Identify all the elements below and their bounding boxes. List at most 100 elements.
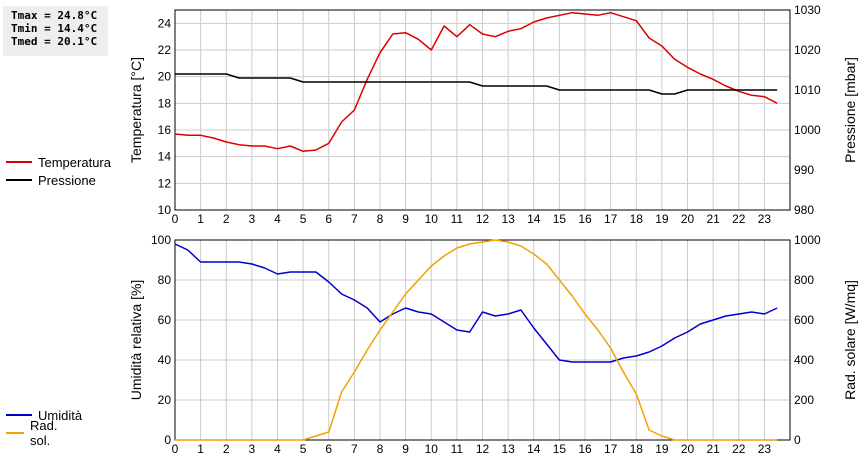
y-tick-label-top: 10 <box>158 203 172 217</box>
x-tick-label-top: 14 <box>527 212 541 226</box>
x-tick-label-top: 0 <box>172 212 179 226</box>
x-tick-label-bottom: 13 <box>501 442 515 456</box>
x-tick-label-top: 20 <box>681 212 695 226</box>
x-tick-label-bottom: 0 <box>172 442 179 456</box>
legend-item-pressure: Pressione <box>6 171 111 189</box>
y-tick-label-top: 20 <box>158 70 172 84</box>
x-tick-label-top: 10 <box>425 212 439 226</box>
y2-tick-label-bottom: 0 <box>794 433 801 447</box>
y2-tick-label-top: 990 <box>794 163 814 177</box>
x-tick-label-bottom: 23 <box>758 442 772 456</box>
x-tick-label-bottom: 5 <box>300 442 307 456</box>
x-tick-label-top: 15 <box>553 212 567 226</box>
x-tick-label-bottom: 9 <box>402 442 409 456</box>
x-tick-label-bottom: 3 <box>249 442 256 456</box>
x-tick-label-top: 2 <box>223 212 230 226</box>
x-tick-label-top: 22 <box>732 212 746 226</box>
y2-tick-label-top: 1010 <box>794 83 821 97</box>
x-tick-label-bottom: 20 <box>681 442 695 456</box>
x-tick-label-top: 1 <box>197 212 204 226</box>
y2-axis-label-bottom: Rad. solare [W/mq] <box>842 280 858 400</box>
y2-tick-label-top: 1030 <box>794 3 821 17</box>
y-axis-label-bottom: Umidità relativa [%] <box>128 280 144 401</box>
series-line-temperatura <box>174 11 778 153</box>
x-tick-label-top: 5 <box>300 212 307 226</box>
x-tick-label-bottom: 6 <box>325 442 332 456</box>
y-tick-label-bottom: 0 <box>164 433 171 447</box>
x-tick-label-bottom: 16 <box>578 442 592 456</box>
x-tick-label-bottom: 19 <box>655 442 669 456</box>
y-tick-label-top: 14 <box>158 150 172 164</box>
x-tick-label-bottom: 18 <box>630 442 644 456</box>
y-tick-label-bottom: 20 <box>158 393 172 407</box>
x-tick-label-top: 16 <box>578 212 592 226</box>
legend-swatch-humidity <box>6 414 32 416</box>
y-tick-label-bottom: 100 <box>151 233 171 247</box>
tmax-text: Tmax = 24.8°C <box>11 9 98 22</box>
y2-tick-label-top: 980 <box>794 203 814 217</box>
x-tick-label-top: 17 <box>604 212 618 226</box>
x-tick-label-top: 12 <box>476 212 490 226</box>
legend-item-temperature: Temperatura <box>6 153 111 171</box>
plot-frame-top <box>174 9 791 211</box>
stats-box: Tmax = 24.8°C Tmin = 14.4°C Tmed = 20.1°… <box>3 6 108 56</box>
x-tick-label-top: 13 <box>501 212 515 226</box>
series-line-pressione <box>175 73 778 95</box>
tmed-text: Tmed = 20.1°C <box>11 35 98 48</box>
legend-label-temperature: Temperatura <box>38 154 111 170</box>
series-line-rad-sol <box>175 239 778 441</box>
y2-tick-label-bottom: 800 <box>794 273 814 287</box>
x-tick-label-bottom: 15 <box>553 442 567 456</box>
y-tick-label-top: 16 <box>158 123 172 137</box>
y2-tick-label-bottom: 600 <box>794 313 814 327</box>
series-line-umidit <box>174 243 778 363</box>
x-tick-label-top: 21 <box>706 212 720 226</box>
y-tick-label-bottom: 60 <box>158 313 172 327</box>
y2-axis-label-top: Pressione [mbar] <box>842 57 858 163</box>
x-tick-label-top: 18 <box>630 212 644 226</box>
legend-label-humidity: Umidità <box>38 407 83 423</box>
plot-frame-bottom <box>174 239 791 441</box>
y-tick-label-top: 18 <box>158 96 172 110</box>
x-tick-label-bottom: 22 <box>732 442 746 456</box>
y-axis-label-top: Temperatura [°C] <box>128 57 144 163</box>
legend-item-humidity: Umidità <box>6 406 82 424</box>
x-tick-label-bottom: 14 <box>527 442 541 456</box>
x-tick-label-top: 11 <box>451 212 464 226</box>
x-tick-label-top: 4 <box>274 212 281 226</box>
y2-tick-label-bottom: 1000 <box>794 233 821 247</box>
x-tick-label-bottom: 2 <box>223 442 230 456</box>
x-tick-label-top: 23 <box>758 212 772 226</box>
x-tick-label-bottom: 7 <box>351 442 358 456</box>
x-tick-label-top: 9 <box>402 212 409 226</box>
y2-tick-label-bottom: 400 <box>794 353 814 367</box>
x-tick-label-bottom: 10 <box>425 442 439 456</box>
legend-top: Temperatura Pressione <box>6 153 111 189</box>
x-tick-label-bottom: 4 <box>274 442 281 456</box>
tmin-text: Tmin = 14.4°C <box>11 22 98 35</box>
legend-swatch-temperature <box>6 161 32 163</box>
legend-swatch-radiation <box>6 432 24 434</box>
y2-tick-label-bottom: 200 <box>794 393 814 407</box>
x-tick-label-bottom: 21 <box>706 442 720 456</box>
x-tick-label-bottom: 17 <box>604 442 618 456</box>
x-tick-label-top: 19 <box>655 212 669 226</box>
legend-swatch-pressure <box>6 179 32 181</box>
y-tick-label-top: 24 <box>158 16 172 30</box>
x-tick-label-top: 3 <box>249 212 256 226</box>
x-tick-label-bottom: 11 <box>451 442 464 456</box>
x-tick-label-bottom: 12 <box>476 442 490 456</box>
x-tick-label-top: 8 <box>377 212 384 226</box>
x-tick-label-top: 6 <box>325 212 332 226</box>
x-tick-label-top: 7 <box>351 212 358 226</box>
y-tick-label-top: 22 <box>158 43 172 57</box>
y2-tick-label-top: 1020 <box>794 43 821 57</box>
y-tick-label-top: 12 <box>158 176 172 190</box>
y-tick-label-bottom: 80 <box>158 273 172 287</box>
x-tick-label-bottom: 8 <box>377 442 384 456</box>
y2-tick-label-top: 1000 <box>794 123 821 137</box>
legend-item-radiation: Rad. sol. <box>6 418 65 448</box>
x-tick-label-bottom: 1 <box>197 442 204 456</box>
legend-label-pressure: Pressione <box>38 172 96 188</box>
